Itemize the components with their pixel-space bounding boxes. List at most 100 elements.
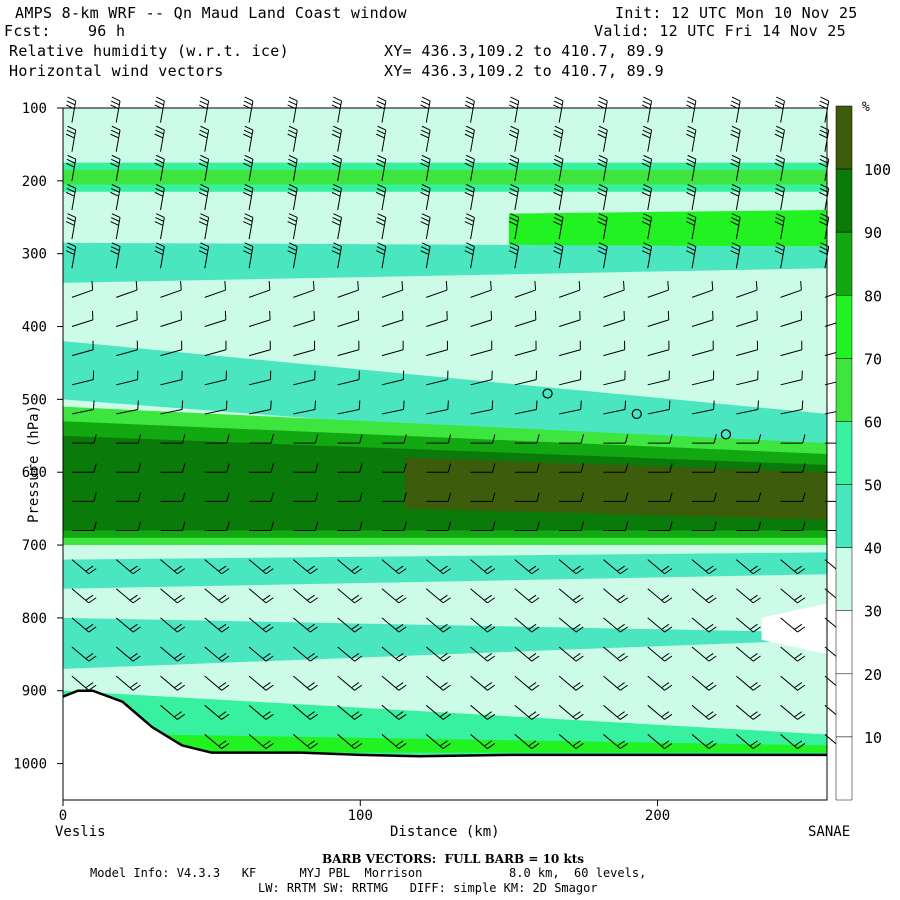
wind-barb-feather <box>110 191 119 197</box>
wind-barb-feather <box>110 158 120 164</box>
wind-barb-feather <box>802 521 806 531</box>
wind-barb-feather <box>155 246 164 251</box>
wind-barb-feather <box>442 626 451 633</box>
y-tick-label: 1000 <box>13 757 47 773</box>
wind-barb-feather <box>509 217 519 222</box>
colorbar-label: 30 <box>864 603 882 621</box>
wind-barb-feather <box>641 221 651 226</box>
wind-barb <box>647 409 670 415</box>
wind-barb-feather <box>226 492 230 502</box>
colorbar-label: 50 <box>864 477 882 495</box>
xy-range-rh: XY= 436.3,109.2 to 410.7, 89.9 <box>384 42 664 60</box>
wind-barb-feather <box>797 655 806 662</box>
wind-barb-feather <box>129 623 138 630</box>
wind-barb-feather <box>774 250 784 255</box>
init-time: Init: 12 UTC Mon 10 Nov 25 <box>615 4 858 22</box>
wind-barb-feather <box>484 565 493 572</box>
wind-barb-feather <box>66 246 76 251</box>
wind-barb-feather <box>484 740 493 747</box>
wind-barb <box>293 379 315 386</box>
wind-barb-feather <box>572 740 581 747</box>
wind-barb-feather <box>111 125 121 131</box>
wind-barb-feather <box>421 129 430 135</box>
wind-barb-feather <box>528 653 537 660</box>
wind-barb-feather <box>198 250 208 255</box>
wind-barb-feather <box>376 162 385 168</box>
wind-barb-feather <box>572 623 581 630</box>
wind-barb-feather <box>309 684 318 691</box>
wind-barb-feather <box>403 434 407 444</box>
wind-barb-feather <box>421 242 431 248</box>
wind-barb-feather <box>510 96 519 102</box>
wind-barb-feather <box>265 626 274 633</box>
wind-barb-feather <box>669 463 673 473</box>
wind-barb <box>559 349 581 357</box>
wind-barb-feather <box>598 100 607 106</box>
wind-barb-feather <box>597 221 607 226</box>
wind-barb-feather <box>757 463 762 473</box>
wind-barb-feather <box>686 129 696 135</box>
wind-barb-feather <box>687 96 697 102</box>
wind-barb-feather <box>199 129 209 135</box>
wind-barb-feather <box>198 162 208 168</box>
wind-barb-feather <box>287 191 297 197</box>
wind-barb-feather <box>731 158 740 164</box>
wind-barb-feather <box>333 96 342 102</box>
wind-barb-feather <box>510 242 519 248</box>
wind-barb-feather <box>177 568 186 575</box>
colorbar-segment <box>835 295 853 359</box>
wind-barb-feather <box>65 191 75 197</box>
wind-barb <box>559 379 581 386</box>
wind-barb-feather <box>88 655 97 662</box>
wind-barb <box>603 289 625 298</box>
wind-barb-feather <box>776 184 785 189</box>
wind-barb-feather <box>377 154 387 160</box>
colorbar: 100 90 80 70 60 50 40 30 20 10% <box>835 100 891 801</box>
colorbar-label: 70 <box>864 350 882 368</box>
wind-barb-feather <box>395 565 404 572</box>
wind-barb-feather <box>137 521 142 531</box>
wind-barb-feather <box>713 521 717 531</box>
wind-barb-feather <box>749 740 758 747</box>
y-tick-label: 200 <box>22 174 47 190</box>
wind-barb-feather <box>802 492 806 502</box>
wind-barb-feather <box>820 96 829 102</box>
wind-barb-feather <box>85 653 94 660</box>
wind-barb <box>470 349 492 357</box>
wind-barb-feather <box>598 129 607 135</box>
wind-barb <box>780 349 802 357</box>
wind-barb-feather <box>491 400 494 410</box>
wind-barb-feather <box>536 463 540 473</box>
wind-barb-feather <box>306 623 315 630</box>
wind-barb-feather <box>705 594 714 601</box>
wind-barb-feather <box>66 158 76 164</box>
wind-barb-feather <box>487 568 496 575</box>
chart-title: AMPS 8-km WRF -- Qn Maud Land Coast wind… <box>15 4 407 22</box>
wind-barb-feather <box>306 565 315 572</box>
wind-barb-feather <box>641 133 651 139</box>
wind-barb-feather <box>401 281 404 291</box>
wind-barb-feather <box>492 492 496 502</box>
wind-barb-feather <box>776 96 785 102</box>
wind-barb-feather <box>129 653 138 660</box>
wind-barb-feather <box>713 434 717 444</box>
wind-barb-feather <box>314 492 319 502</box>
wind-barb-feather <box>686 191 695 197</box>
wind-barb-feather <box>421 217 430 222</box>
wind-barb-feather <box>174 653 182 660</box>
wind-barb <box>780 319 802 328</box>
wind-barb-feather <box>465 217 474 222</box>
wind-barb-feather <box>661 594 670 601</box>
wind-barb <box>293 289 315 298</box>
wind-barb-feather <box>624 463 629 473</box>
wind-barb-feather <box>88 568 97 575</box>
wind-barb-feather <box>332 246 342 251</box>
wind-barb-feather <box>395 740 404 747</box>
wind-barb-feather <box>643 184 652 189</box>
wind-barb-feather <box>398 568 407 575</box>
wind-barb <box>780 379 803 386</box>
wind-barb-feather <box>731 96 741 102</box>
wind-barb-feather <box>641 162 651 168</box>
wind-barb-feather <box>752 597 761 604</box>
wind-barb-feather <box>420 162 429 168</box>
